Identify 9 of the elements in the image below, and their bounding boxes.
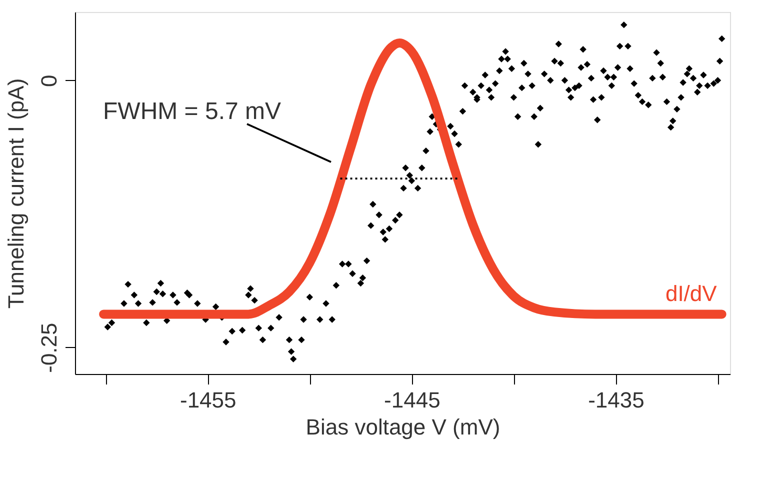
x-tick-label: -1445 <box>384 388 440 412</box>
x-tick-label: -1435 <box>588 388 644 412</box>
series-label: dI/dV <box>665 281 718 306</box>
x-tick-label: -1455 <box>180 388 236 412</box>
x-axis-title: Bias voltage V (mV) <box>306 414 500 440</box>
y-tick-label: -0.25 <box>36 322 62 373</box>
y-tick-label: 0 <box>36 74 62 87</box>
y-axis-title: Tunneling current I (pA) <box>4 78 28 309</box>
annotation: FWHM = 5.7 mV <box>103 98 282 125</box>
